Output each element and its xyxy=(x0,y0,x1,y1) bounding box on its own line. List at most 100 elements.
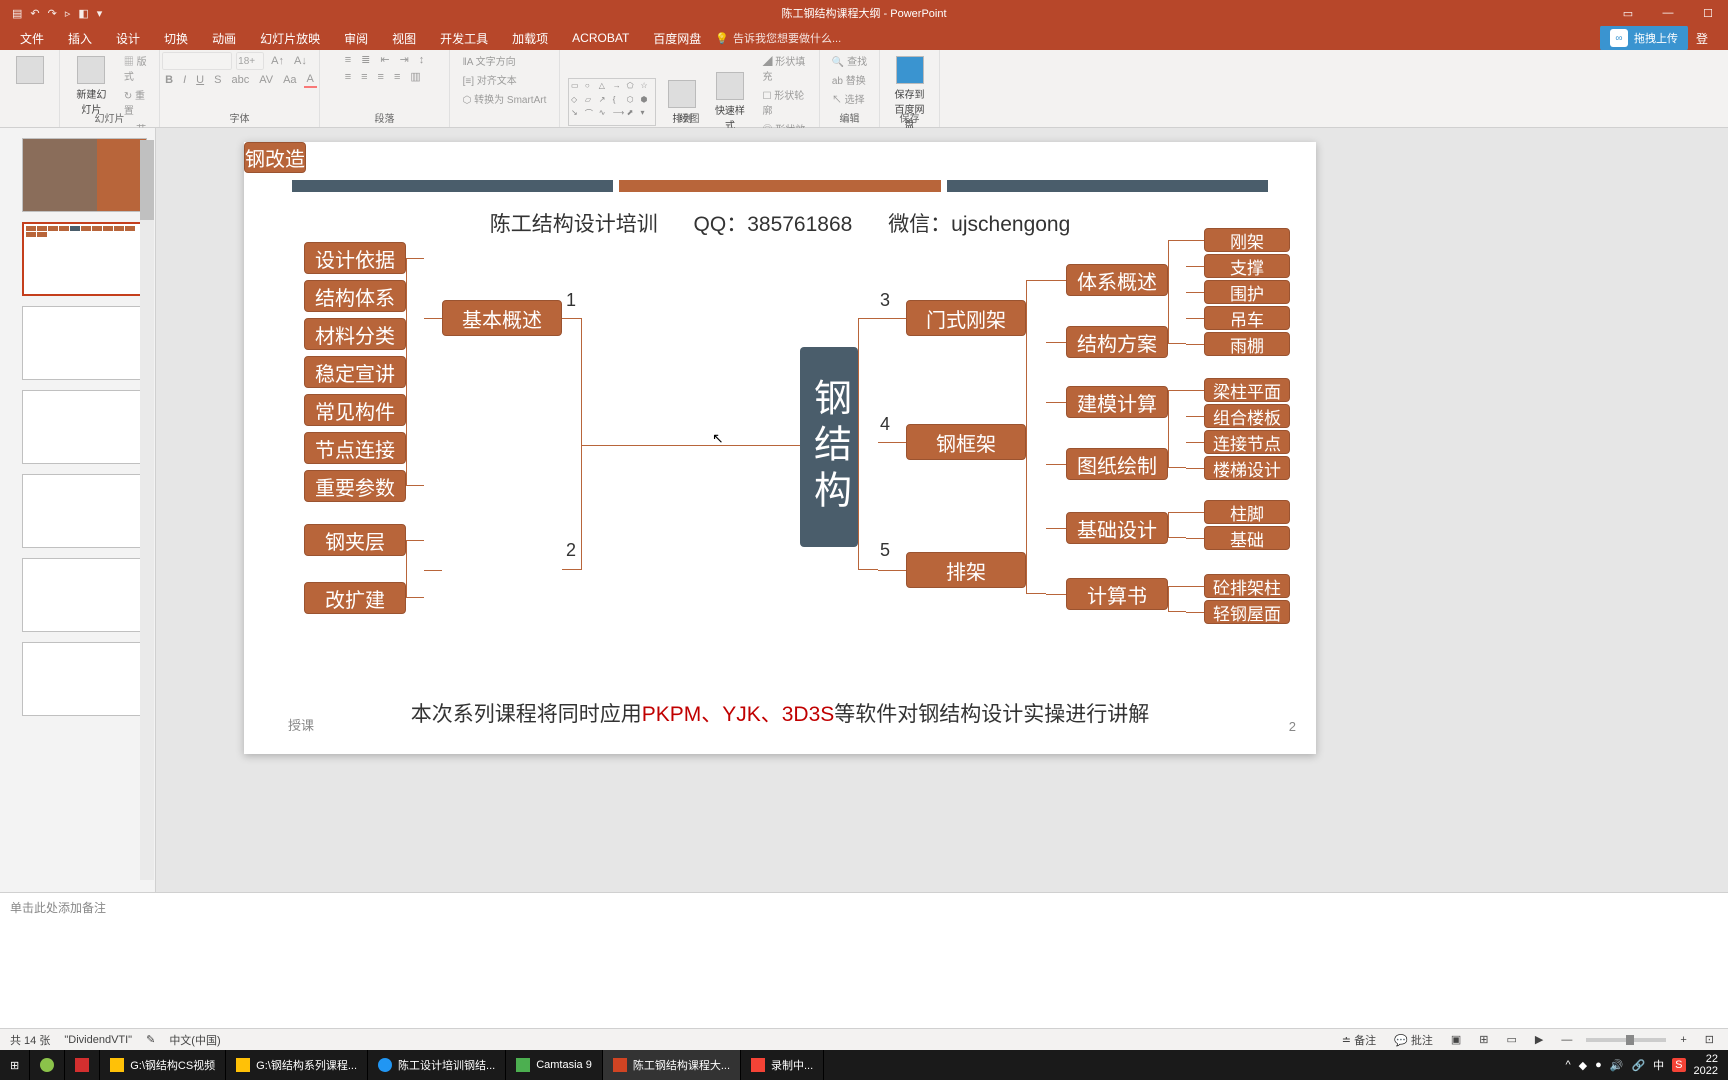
text-direction-button[interactable]: ‖A 文字方向 xyxy=(460,52,550,69)
save-icon[interactable]: ▤ xyxy=(12,7,22,20)
thumbnail-1[interactable]: 1 xyxy=(22,138,147,212)
align-text-button[interactable]: [≡] 对齐文本 xyxy=(460,71,550,88)
shapes-gallery[interactable]: ▭○△→⬠☆ ◇▱↗{⬡⬢ ↘⌒∿⟶⬈▾ xyxy=(568,78,656,126)
tab-slideshow[interactable]: 幻灯片放映 xyxy=(250,27,330,50)
status-notes-button[interactable]: ≐ 备注 xyxy=(1338,1032,1380,1048)
tab-insert[interactable]: 插入 xyxy=(58,27,102,50)
thumbnail-4[interactable]: 4 xyxy=(22,390,147,464)
replace-button[interactable]: ab 替换 xyxy=(829,71,870,88)
tab-view[interactable]: 视图 xyxy=(382,27,426,50)
tab-file[interactable]: 文件 xyxy=(10,27,54,50)
taskbar-camtasia[interactable]: Camtasia 9 xyxy=(506,1050,603,1080)
tab-review[interactable]: 审阅 xyxy=(334,27,378,50)
undo-icon[interactable]: ↶ xyxy=(30,7,39,20)
taskbar-ppt[interactable]: 陈工钢结构课程大... xyxy=(603,1050,741,1080)
taskbar-recorder[interactable]: 录制中... xyxy=(741,1050,824,1080)
view-reading-icon[interactable]: ▭ xyxy=(1502,1033,1520,1046)
reset-button[interactable]: ↻ 重置 xyxy=(121,86,151,118)
columns-icon[interactable]: ▥ xyxy=(407,69,423,84)
editor-scrollbar[interactable] xyxy=(1712,128,1728,892)
shrink-font-icon[interactable]: A↓ xyxy=(291,54,310,68)
case-button[interactable]: Aa xyxy=(280,73,299,87)
slideshow-icon[interactable]: ▹ xyxy=(65,7,71,20)
maximize-icon[interactable]: ☐ xyxy=(1688,0,1728,26)
font-color-button[interactable]: A xyxy=(304,72,317,88)
view-sorter-icon[interactable]: ⊞ xyxy=(1475,1033,1492,1046)
taskbar-app-2[interactable] xyxy=(65,1050,100,1080)
more-icon[interactable]: ▾ xyxy=(97,7,103,20)
ribbon-options-icon[interactable]: ▭ xyxy=(1608,0,1648,26)
zoom-slider[interactable] xyxy=(1586,1038,1666,1042)
tell-me[interactable]: 💡 告诉我您想要做什么... xyxy=(715,30,841,46)
thumbnail-3[interactable]: 3 xyxy=(22,306,147,380)
thumbnail-6[interactable]: 6 xyxy=(22,558,147,632)
shape-outline-button[interactable]: ☐ 形状轮廓 xyxy=(759,86,811,118)
notes-pane[interactable]: 单击此处添加备注 xyxy=(0,892,1728,924)
tab-design[interactable]: 设计 xyxy=(106,27,150,50)
font-family-input[interactable] xyxy=(162,52,232,70)
status-comments-button[interactable]: 💬 批注 xyxy=(1390,1032,1437,1048)
indent-dec-icon[interactable]: ⇤ xyxy=(377,52,392,67)
taskbar-folder-2[interactable]: G:\钢结构系列课程... xyxy=(226,1050,368,1080)
status-language[interactable]: 中文(中国) xyxy=(169,1032,220,1048)
login-button[interactable]: 登 xyxy=(1696,30,1708,47)
tray-icon[interactable]: 🔊 xyxy=(1610,1059,1624,1072)
tray-icon[interactable]: ● xyxy=(1595,1059,1602,1071)
shadow-button[interactable]: abc xyxy=(228,73,252,87)
spellcheck-icon[interactable]: ✎ xyxy=(146,1033,155,1046)
indent-inc-icon[interactable]: ⇥ xyxy=(397,52,412,67)
tab-transition[interactable]: 切换 xyxy=(154,27,198,50)
thumbnail-2[interactable]: 2 xyxy=(22,222,147,296)
quickstyle-button[interactable]: 快速样式 xyxy=(708,68,751,136)
paste-button[interactable] xyxy=(12,52,48,88)
justify-icon[interactable]: ≡ xyxy=(391,70,403,84)
shape-fill-button[interactable]: ◢ 形状填充 xyxy=(759,52,811,84)
slide-canvas[interactable]: 陈工结构设计培训 QQ：385761868 微信：ujschengong 钢结构… xyxy=(244,142,1316,754)
touch-icon[interactable]: ◧ xyxy=(78,7,88,20)
select-button[interactable]: ↖ 选择 xyxy=(829,90,870,107)
tab-addins[interactable]: 加载项 xyxy=(502,27,558,50)
view-normal-icon[interactable]: ▣ xyxy=(1447,1033,1465,1046)
zoom-out-icon[interactable]: — xyxy=(1557,1034,1576,1046)
start-button[interactable]: ⊞ xyxy=(0,1050,30,1080)
strike-button[interactable]: S xyxy=(211,73,224,87)
minimize-icon[interactable]: — xyxy=(1648,0,1688,26)
thumbs-scrollbar[interactable] xyxy=(140,140,154,880)
tray-icon[interactable]: S xyxy=(1672,1058,1685,1072)
tab-baidu[interactable]: 百度网盘 xyxy=(643,27,711,50)
linespace-icon[interactable]: ↕ xyxy=(416,53,428,67)
taskbar-folder-1[interactable]: G:\钢结构CS视频 xyxy=(100,1050,226,1080)
spacing-button[interactable]: AV xyxy=(256,73,276,87)
view-slideshow-icon[interactable]: ▶ xyxy=(1531,1033,1547,1046)
bold-button[interactable]: B xyxy=(162,73,176,87)
fit-window-icon[interactable]: ⊡ xyxy=(1701,1033,1718,1046)
tray-icon[interactable]: 🔗 xyxy=(1631,1059,1645,1072)
bullets-icon[interactable]: ≡ xyxy=(342,53,354,67)
numbering-icon[interactable]: ≣ xyxy=(358,52,373,67)
zoom-in-icon[interactable]: + xyxy=(1676,1034,1690,1046)
align-left-icon[interactable]: ≡ xyxy=(342,70,354,84)
tray-icon[interactable]: ◆ xyxy=(1579,1059,1587,1072)
smartart-button[interactable]: ⬡ 转换为 SmartArt xyxy=(460,90,550,107)
align-center-icon[interactable]: ≡ xyxy=(358,70,370,84)
find-button[interactable]: 🔍 查找 xyxy=(829,52,870,69)
tab-acrobat[interactable]: ACROBAT xyxy=(562,28,639,48)
thumbnail-5[interactable]: 5 xyxy=(22,474,147,548)
align-right-icon[interactable]: ≡ xyxy=(375,70,387,84)
thumbs-scroll-thumb[interactable] xyxy=(140,140,154,220)
font-size-input[interactable] xyxy=(236,52,264,70)
tab-devtools[interactable]: 开发工具 xyxy=(430,27,498,50)
taskbar-app-1[interactable] xyxy=(30,1050,65,1080)
italic-button[interactable]: I xyxy=(180,73,189,87)
redo-icon[interactable]: ↷ xyxy=(48,7,57,20)
baidu-upload-button[interactable]: ∞ 拖拽上传 xyxy=(1600,25,1688,51)
tray-clock[interactable]: 22 2022 xyxy=(1694,1053,1718,1077)
tray-ime[interactable]: 中 xyxy=(1653,1057,1664,1073)
taskbar-browser[interactable]: 陈工设计培训钢结... xyxy=(368,1050,506,1080)
tab-animation[interactable]: 动画 xyxy=(202,27,246,50)
layout-button[interactable]: ▦ 版式 xyxy=(121,52,151,84)
underline-button[interactable]: U xyxy=(193,73,207,87)
tray-up-icon[interactable]: ^ xyxy=(1565,1059,1570,1071)
grow-font-icon[interactable]: A↑ xyxy=(268,54,287,68)
thumbnail-7[interactable]: 7 xyxy=(22,642,147,716)
